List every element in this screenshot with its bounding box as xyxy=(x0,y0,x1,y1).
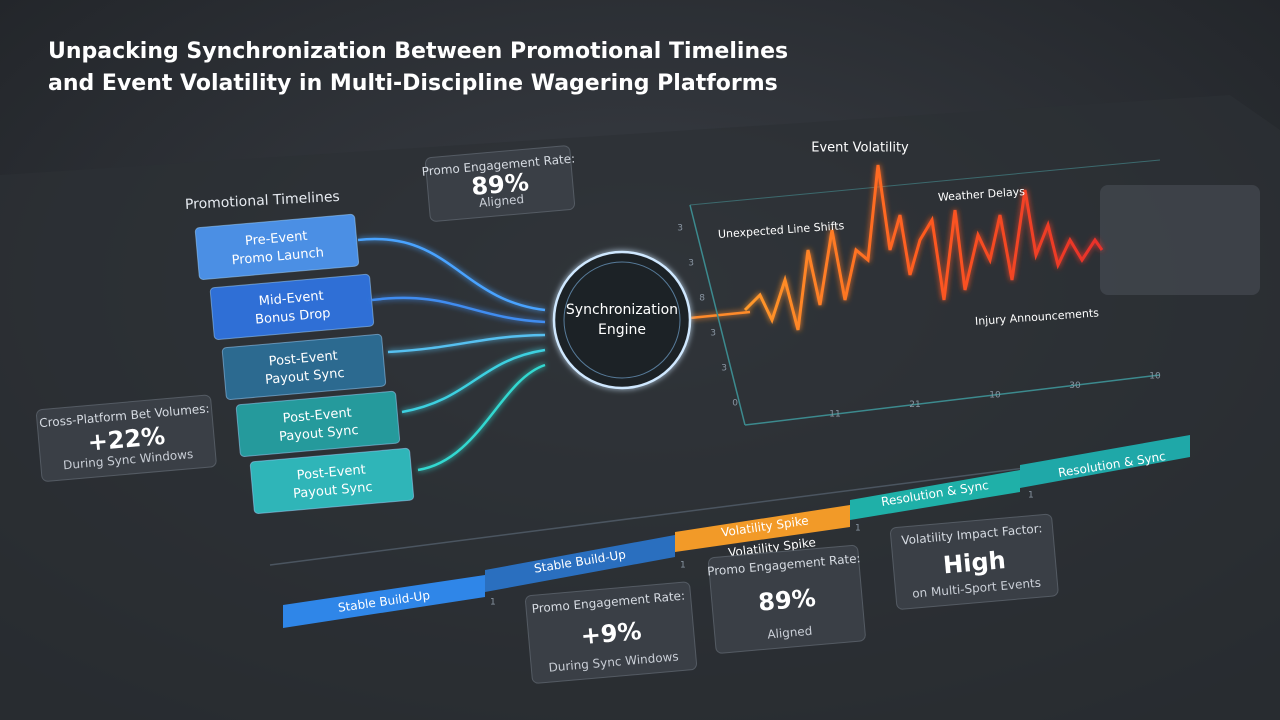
title: Unpacking Synchronization Between Promot… xyxy=(48,39,788,64)
stat-card: Promo Engagement Rate:89%Aligned xyxy=(421,145,576,222)
promo-text: Payout Sync xyxy=(264,366,345,388)
promo-box xyxy=(194,213,360,280)
engine-label: Engine xyxy=(598,322,646,338)
card-bg xyxy=(525,581,698,684)
card-bg xyxy=(708,544,866,654)
card-note: Aligned xyxy=(478,192,524,210)
photo-panel xyxy=(1100,185,1260,295)
promo-text: Pre-Event xyxy=(244,229,308,249)
card-value: High xyxy=(942,546,1007,579)
segment xyxy=(485,535,675,592)
y-tick-label: 3 xyxy=(688,259,694,269)
promo-box xyxy=(249,447,415,514)
y-tick-label: 3 xyxy=(721,364,727,374)
title: and Event Volatility in Multi-Discipline… xyxy=(48,71,778,96)
promo-text: Post-Event xyxy=(296,462,366,483)
promo-text: Bonus Drop xyxy=(255,306,332,328)
promo-box xyxy=(209,273,375,340)
chart-title: Event Volatility xyxy=(811,141,909,156)
promo-text: Post-Event xyxy=(282,405,352,426)
card-bg xyxy=(890,513,1059,610)
promo-box xyxy=(221,333,387,400)
x-tick-label: 10 xyxy=(1149,371,1161,381)
marker: 1 xyxy=(680,561,686,571)
axis xyxy=(689,159,1161,206)
promo-text: Payout Sync xyxy=(278,423,359,445)
axis xyxy=(689,204,746,426)
flow-lines xyxy=(357,237,751,472)
promo-text: Payout Sync xyxy=(292,480,373,502)
promo-text: Mid-Event xyxy=(258,289,324,310)
x-tick-label: 21 xyxy=(909,400,920,410)
card-bg xyxy=(425,145,576,222)
y-tick-label: 0 xyxy=(732,399,738,409)
marker: 1 xyxy=(1028,491,1034,501)
card-value: 89% xyxy=(470,168,530,201)
x-tick-label: 10 xyxy=(989,391,1001,401)
promo-text: Post-Event xyxy=(268,348,338,369)
stat-card: Promo Engagement Rate:89%Aligned xyxy=(707,544,866,654)
marker: 1 xyxy=(490,598,496,608)
card-value: +9% xyxy=(580,617,643,650)
promo-box xyxy=(235,390,401,457)
engine-label: Synchronization xyxy=(566,302,678,318)
stat-card: Cross-Platform Bet Volumes:+22%During Sy… xyxy=(36,394,217,482)
x-tick-label: 11 xyxy=(829,410,840,420)
x-tick-label: 30 xyxy=(1069,381,1081,391)
segment xyxy=(675,505,850,552)
card-value: 89% xyxy=(757,584,817,617)
segment xyxy=(283,575,485,628)
volatility-line xyxy=(743,164,1104,331)
annotation: Weather Delays xyxy=(938,185,1026,204)
card-bg xyxy=(36,394,217,482)
marker: 1 xyxy=(855,524,861,534)
axis xyxy=(744,374,1161,426)
y-tick-label: 3 xyxy=(677,224,683,234)
y-tick-label: 3 xyxy=(710,329,716,339)
stat-card: Promo Engagement Rate:+9%During Sync Win… xyxy=(525,581,698,684)
cards: Promo Engagement Rate:89%Aligned Cross-Pl… xyxy=(36,145,1059,684)
sync-engine: Synchronization Engine xyxy=(552,250,692,390)
card-value: +22% xyxy=(87,422,167,457)
segment xyxy=(1020,435,1190,488)
card-note: Aligned xyxy=(767,624,813,642)
y-tick-label: 8 xyxy=(699,294,705,304)
segment xyxy=(850,470,1020,520)
